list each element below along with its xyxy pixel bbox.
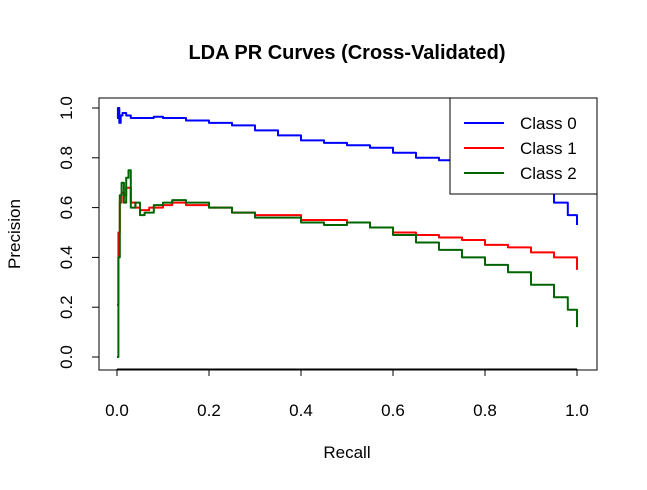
y-tick-label: 0.2: [57, 295, 76, 319]
y-tick-label: 0.8: [57, 146, 76, 170]
x-axis: 0.0 0.2 0.4 0.6 0.8 1.0: [105, 368, 589, 420]
legend-label-class-0: Class 0: [520, 114, 577, 133]
y-axis: 0.0 0.2 0.4 0.6 0.8 1.0: [57, 96, 100, 369]
legend-label-class-2: Class 2: [520, 164, 577, 183]
x-tick-label: 0.8: [473, 401, 497, 420]
y-tick-label: 0.4: [57, 246, 76, 270]
legend: Class 0 Class 1 Class 2: [449, 97, 598, 195]
chart-title: LDA PR Curves (Cross-Validated): [188, 42, 505, 64]
y-tick-label: 0.0: [57, 345, 76, 369]
legend-box: [449, 97, 598, 195]
series-line-class-2: [117, 169, 578, 358]
y-tick-label: 1.0: [57, 96, 76, 120]
legend-label-class-1: Class 1: [520, 139, 577, 158]
series-line-class-1: [117, 186, 578, 306]
x-tick-label: 1.0: [565, 401, 589, 420]
x-tick-label: 0.4: [289, 401, 313, 420]
x-tick-label: 0.0: [105, 401, 129, 420]
legend-items: Class 0 Class 1 Class 2: [464, 114, 577, 183]
y-tick-label: 0.6: [57, 196, 76, 220]
x-tick-label: 0.2: [197, 401, 221, 420]
x-tick-label: 0.6: [381, 401, 405, 420]
x-axis-label: Recall: [323, 443, 370, 462]
y-axis-label: Precision: [5, 199, 24, 269]
